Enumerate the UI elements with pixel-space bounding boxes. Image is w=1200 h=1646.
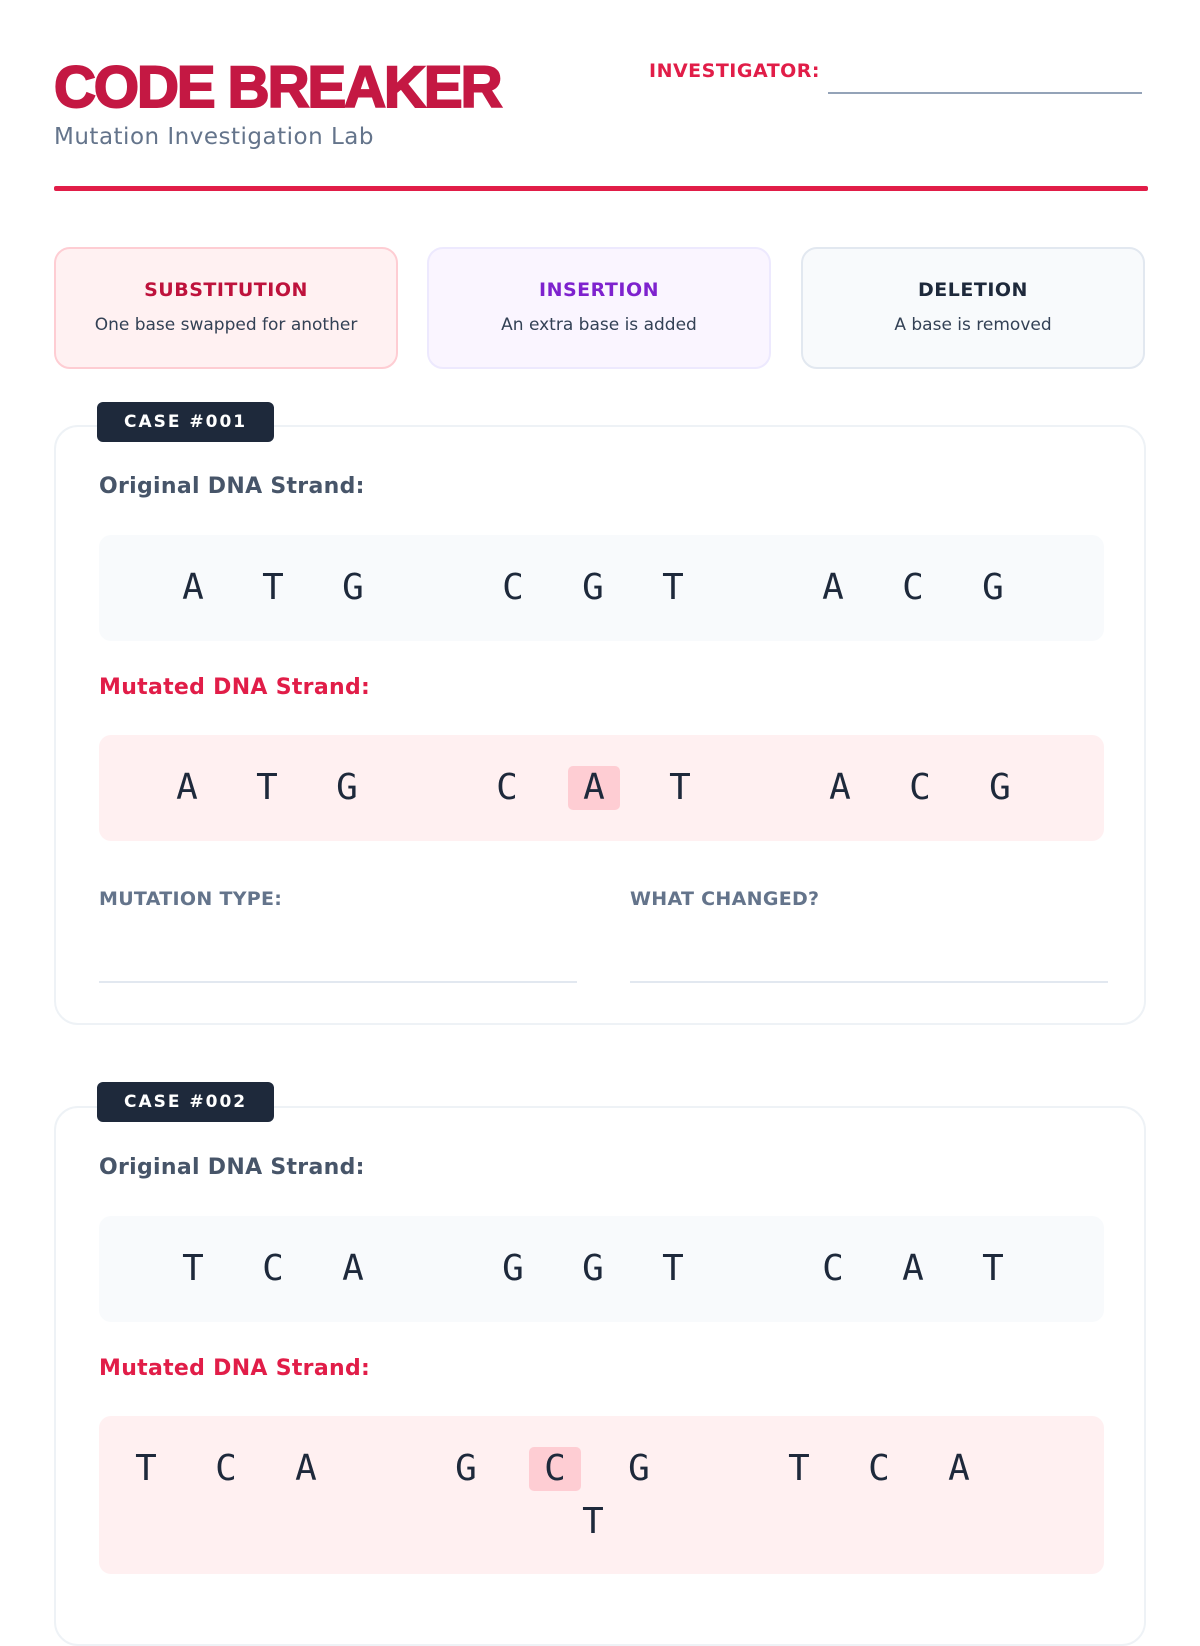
dna-base: G [342, 567, 364, 608]
investigator-label: INVESTIGATOR: [649, 60, 821, 82]
mutated-strand: T C A G C G T C A T [99, 1416, 1104, 1574]
dna-base: T [662, 1248, 684, 1289]
dna-base: A [829, 767, 851, 808]
legend-title: SUBSTITUTION [144, 279, 308, 301]
header-divider [54, 186, 1148, 191]
dna-base-highlighted: A [568, 766, 620, 810]
dna-base: C [909, 767, 931, 808]
case-tag: CASE #001 [97, 402, 275, 442]
legend-title: INSERTION [539, 279, 659, 301]
dna-base: C [215, 1448, 237, 1489]
dna-base: T [982, 1248, 1004, 1289]
what-changed-input[interactable] [630, 981, 1108, 983]
dna-base: G [982, 567, 1004, 608]
dna-base: C [868, 1448, 890, 1489]
dna-base: T [256, 767, 278, 808]
legend-description: One base swapped for another [94, 315, 358, 335]
worksheet-page: CODE BREAKER Mutation Investigation Lab … [53, 0, 1148, 1646]
original-strand-label: Original DNA Strand: [99, 1155, 365, 1180]
dna-base: T [788, 1448, 810, 1489]
dna-base-highlighted: C [529, 1447, 581, 1491]
legend-description: A base is removed [894, 315, 1052, 335]
dna-base: A [948, 1448, 970, 1489]
original-strand: T C A G G T C A T [99, 1216, 1104, 1322]
dna-base: A [342, 1248, 364, 1289]
original-strand: A T G C G T A C G [99, 535, 1104, 641]
dna-base: G [582, 567, 604, 608]
dna-base: G [455, 1448, 477, 1489]
dna-base: G [628, 1448, 650, 1489]
dna-base: A [295, 1448, 317, 1489]
mutated-strand: A T G C A T A C G [99, 735, 1104, 841]
page-subtitle: Mutation Investigation Lab [54, 124, 374, 150]
mutation-type-input[interactable] [99, 981, 577, 983]
legend-title: DELETION [918, 279, 1028, 301]
dna-base: A [822, 567, 844, 608]
dna-base: T [662, 567, 684, 608]
dna-base: A [176, 767, 198, 808]
original-strand-label: Original DNA Strand: [99, 474, 365, 499]
dna-base: T [262, 567, 284, 608]
page-title: CODE BREAKER [53, 55, 503, 121]
legend-description: An extra base is added [501, 315, 697, 335]
dna-base: C [822, 1248, 844, 1289]
dna-base: C [902, 567, 924, 608]
dna-base: T [135, 1448, 157, 1489]
dna-base-wrapped: T [582, 1501, 604, 1542]
case-card-002: Original DNA Strand: T C A G G T C A T M… [54, 1106, 1146, 1646]
dna-base: C [496, 767, 518, 808]
case-tag: CASE #002 [97, 1082, 275, 1122]
dna-base: G [582, 1248, 604, 1289]
mutated-strand-label: Mutated DNA Strand: [99, 1356, 371, 1381]
dna-base: T [669, 767, 691, 808]
dna-base: G [989, 767, 1011, 808]
mutation-type-label: MUTATION TYPE: [99, 888, 283, 910]
dna-base: G [502, 1248, 524, 1289]
legend-deletion: DELETION A base is removed [801, 247, 1145, 369]
dna-base: G [336, 767, 358, 808]
dna-base: A [182, 567, 204, 608]
what-changed-label: WHAT CHANGED? [630, 888, 820, 910]
dna-base: T [182, 1248, 204, 1289]
legend-substitution: SUBSTITUTION One base swapped for anothe… [54, 247, 398, 369]
case-card-001: Original DNA Strand: A T G C G T A C G M… [54, 425, 1146, 1025]
investigator-input-line[interactable] [828, 92, 1142, 94]
dna-base: C [262, 1248, 284, 1289]
legend-insertion: INSERTION An extra base is added [427, 247, 771, 369]
mutated-strand-label: Mutated DNA Strand: [99, 675, 371, 700]
dna-base: A [902, 1248, 924, 1289]
dna-base: C [502, 567, 524, 608]
